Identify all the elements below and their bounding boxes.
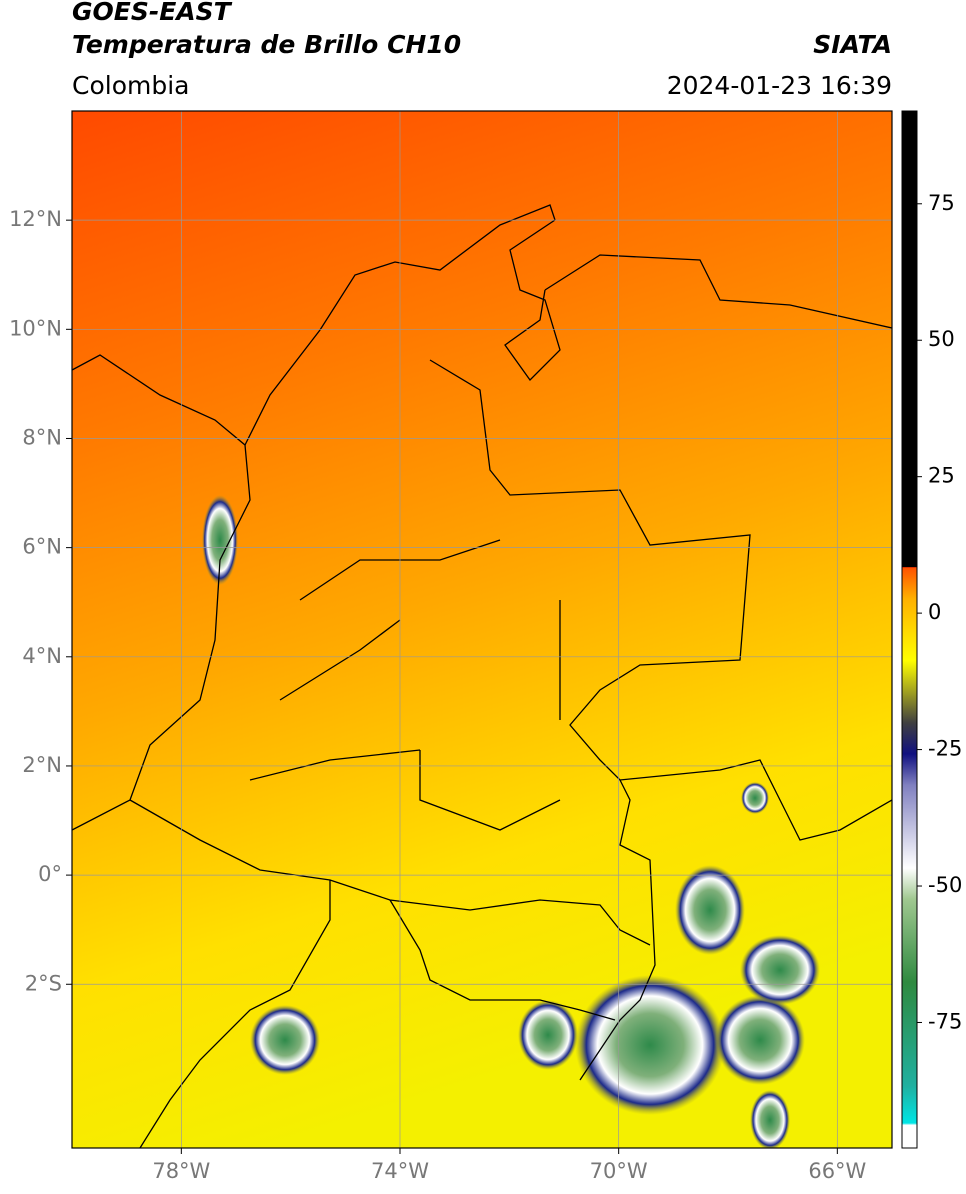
cloud (750, 1090, 790, 1148)
cloud (202, 495, 238, 585)
cloud (575, 975, 725, 1115)
y-tick-label: 8°N (22, 425, 62, 449)
map-frame (71, 110, 893, 1149)
y-tick-label: 4°N (22, 644, 62, 668)
colorbar-tick-label: -50 (928, 873, 962, 897)
cloud (740, 935, 820, 1005)
timestamp: 2024-01-23 16:39 (667, 71, 892, 100)
y-tick-label: 6°N (22, 535, 62, 559)
subtitle: Temperatura de Brillo CH10 (72, 30, 461, 59)
x-tick-label: 70°W (590, 1159, 648, 1183)
y-tick-label: 2°N (22, 753, 62, 777)
colorbar (901, 110, 918, 1149)
cloud (715, 995, 805, 1085)
source: SIATA (813, 30, 892, 59)
x-tick-label: 74°W (371, 1159, 429, 1183)
colorbar-tick-label: 25 (928, 464, 955, 488)
cloud (518, 1000, 578, 1070)
colorbar-tick-label: -75 (928, 1009, 962, 1033)
x-tick-label: 66°W (808, 1159, 866, 1183)
cloud (250, 1005, 320, 1075)
y-tick-label: 10°N (9, 316, 62, 340)
y-tick-label: 0° (38, 862, 62, 886)
y-tick-label: 12°N (9, 207, 62, 231)
colorbar-tick-label: 50 (928, 327, 955, 351)
map-image (72, 111, 892, 1148)
colorbar-tick-label: -25 (928, 737, 962, 761)
region: Colombia (72, 71, 189, 100)
colorbar-tick-label: 0 (928, 600, 941, 624)
y-tick-label: 2°S (25, 971, 62, 995)
grid (72, 111, 892, 1148)
colorbar-tick-label: 75 (928, 191, 955, 215)
cloud (741, 782, 769, 814)
x-tick-label: 78°W (152, 1159, 210, 1183)
title: GOES-EAST (72, 0, 233, 26)
cloud (675, 865, 745, 955)
